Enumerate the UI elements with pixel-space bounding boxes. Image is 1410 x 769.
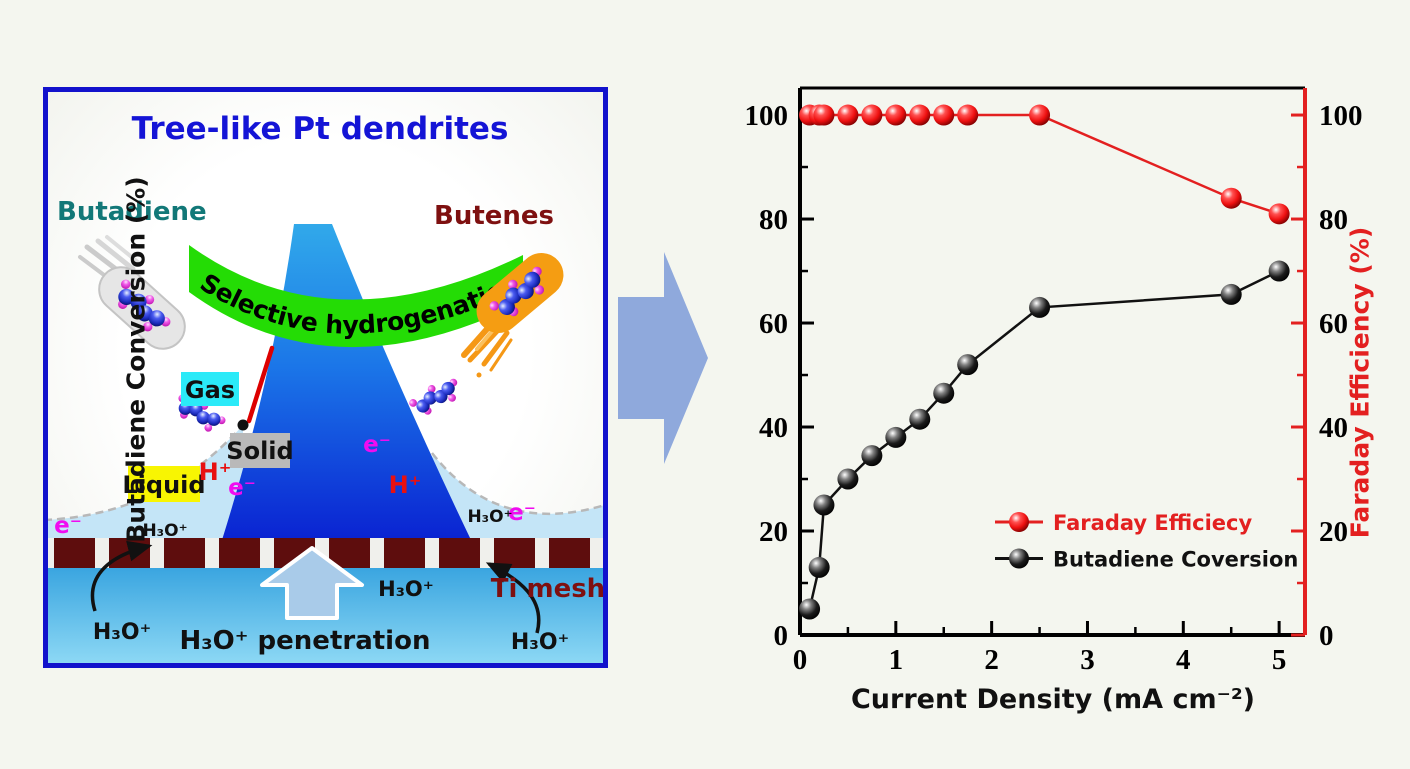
gas-label-box [181,372,239,406]
y-axis-title-right: Faraday Efficiency (%) [1345,226,1375,539]
solid-label-box [230,433,290,468]
reactant-label: Butadiene [57,197,207,227]
gas-label: Gas [185,376,235,404]
y-tick-label-left: 0 [774,620,789,652]
data-point [813,104,835,126]
data-point [909,104,931,126]
product-label: Butenes [434,201,554,231]
data-point [909,408,931,430]
hydronium-arrow-left [90,540,153,612]
data-point [1029,296,1051,318]
y-tick-label-left: 20 [759,516,788,548]
butadiene-capsule [78,235,186,350]
y-tick-label-right: 0 [1319,620,1334,652]
ti-mesh-label: Ti mesh [491,574,605,604]
hydronium-label-above-mesh-right: H₃O⁺ [467,507,512,527]
data-point [837,468,859,490]
meniscus-left [44,425,243,540]
y-tick-label-left: 100 [745,100,789,132]
proton-label-right: H⁺ [389,471,422,499]
y-tick-label-right: 40 [1319,412,1348,444]
legend-label-0: Faraday Efficiecy [1053,511,1252,535]
banner-ribbon [189,245,523,348]
electron-label-far-left: e⁻ [54,513,82,539]
data-point [837,104,859,126]
y-axis-title-left: Butadiene Conversion (%) [121,176,151,543]
data-point [957,354,979,376]
electron-label-inner-right: e⁻ [363,432,391,458]
data-point [885,104,907,126]
y-tick-label-right: 60 [1319,308,1348,340]
diagram-title: Tree-like Pt dendrites [132,111,509,147]
series-line-0 [809,113,1280,216]
data-point [808,556,830,578]
data-point [885,426,907,448]
x-tick-label: 0 [793,644,808,676]
x-tick-label: 4 [1176,644,1191,676]
data-point [1268,203,1290,225]
data-point [1220,187,1242,209]
data-point [799,598,821,620]
hydronium-arrow-right [485,562,541,634]
x-tick-label: 2 [984,644,999,676]
data-point [861,445,883,467]
legend-label-1: Butadiene Coversion [1053,548,1298,572]
hydronium-label-bottom-right: H₃O⁺ [511,630,569,655]
data-point [1029,104,1051,126]
triple-phase-point [237,419,249,431]
x-tick-label: 3 [1080,644,1095,676]
transition-arrow [618,252,708,464]
x-axis-title: Current Density (mA cm⁻²) [850,684,1255,715]
y-tick-label-left: 40 [759,412,788,444]
data-point [1268,260,1290,282]
liquid-label: Liquid [122,471,205,499]
electron-label-inner-left: e⁻ [228,475,256,501]
hydronium-label-bottom-left: H₃O⁺ [93,620,151,645]
penetration-up-arrow [260,546,364,620]
panel-border [43,87,608,668]
liquid-label-box [128,466,200,502]
proton-label-left: H⁺ [199,458,232,486]
meniscus-right [432,453,605,540]
x-tick-label: 5 [1272,644,1287,676]
triple-phase-line [246,345,275,424]
butenes-capsule [461,253,564,378]
y-tick-label-left: 80 [759,204,788,236]
meniscus-dashed-left [43,424,244,522]
x-tick-label: 1 [889,644,904,676]
hydronium-label-above-mesh-left: H₃O⁺ [142,521,187,541]
y-tick-label-right: 20 [1319,516,1348,548]
penetration-label: H₃O⁺ penetration [180,626,431,656]
y-tick-label-right: 80 [1319,204,1348,236]
y-tick-label-left: 60 [759,308,788,340]
data-point [813,494,835,516]
data-point [957,104,979,126]
data-point [933,382,955,404]
electron-label-far-right: e⁻ [508,500,536,526]
y-tick-label-right: 100 [1319,100,1363,132]
data-point [861,104,883,126]
hydronium-label-liquid-center: H₃O⁺ [378,577,434,601]
data-point [933,104,955,126]
solid-label: Solid [226,437,293,465]
dendrite-schematic: Selective hydrogenation [43,87,608,668]
data-point [1220,283,1242,305]
meniscus-dashed-right [431,452,606,516]
